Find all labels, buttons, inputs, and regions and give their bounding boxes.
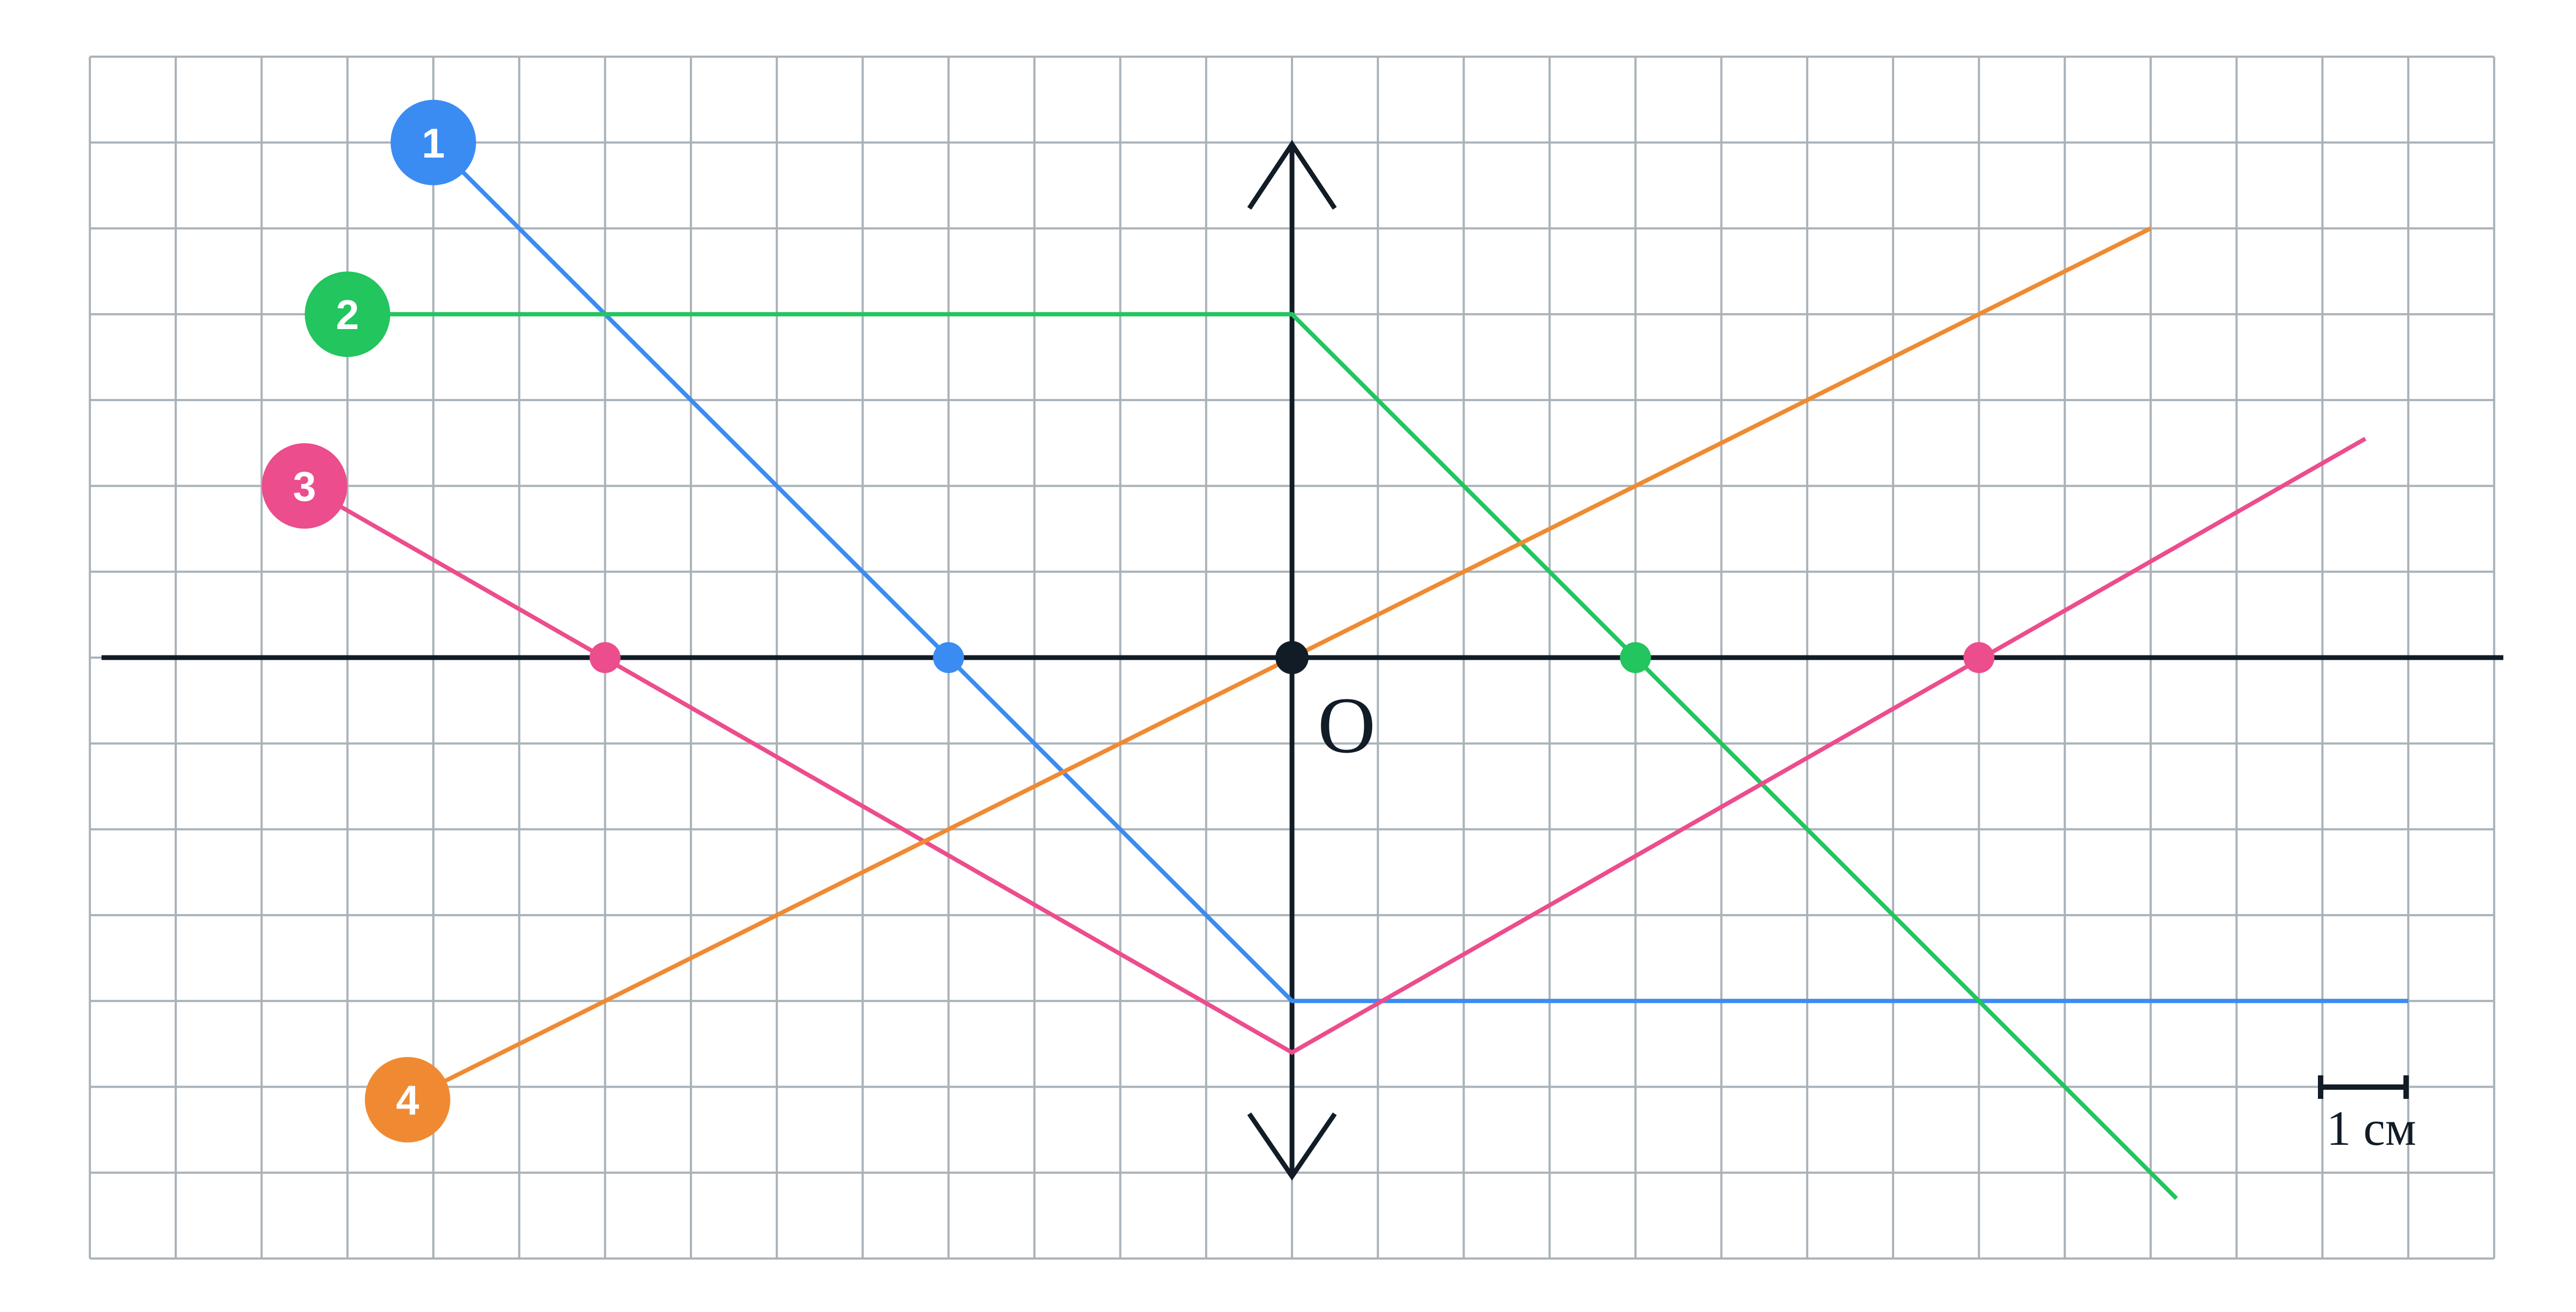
x-intercept-point-3 xyxy=(1963,642,1995,673)
x-intercept-point-1 xyxy=(933,642,964,673)
graph-marker-1 xyxy=(391,99,476,185)
origin-point xyxy=(1275,641,1309,674)
graph-marker-label-4: 4 xyxy=(396,1077,419,1124)
graph-marker-4 xyxy=(364,1057,450,1143)
y-axis-bottom-arrow xyxy=(1247,1112,1337,1181)
y-axis-top-arrow xyxy=(1247,139,1337,210)
graph-marker-label-3: 3 xyxy=(293,463,316,510)
graph-marker-3 xyxy=(261,443,347,529)
scale-bar: 1 см xyxy=(2318,1075,2416,1155)
graph-line-1 xyxy=(432,140,2409,1003)
function-graphs xyxy=(303,140,2409,1200)
graph-marker-label-2: 2 xyxy=(336,291,359,338)
graph-line-3 xyxy=(303,436,2367,1055)
intercept-points xyxy=(589,641,1995,674)
graph-line-2 xyxy=(347,312,2178,1200)
scale-label: 1 см xyxy=(2326,1101,2416,1155)
graph-number-markers: 1 2 3 4 xyxy=(261,99,476,1143)
x-intercept-point-3 xyxy=(589,642,621,673)
graph-marker-2 xyxy=(305,271,391,357)
x-intercept-point-2 xyxy=(1620,642,1651,673)
origin-label: O xyxy=(1318,681,1375,770)
graph-marker-label-1: 1 xyxy=(422,120,445,167)
